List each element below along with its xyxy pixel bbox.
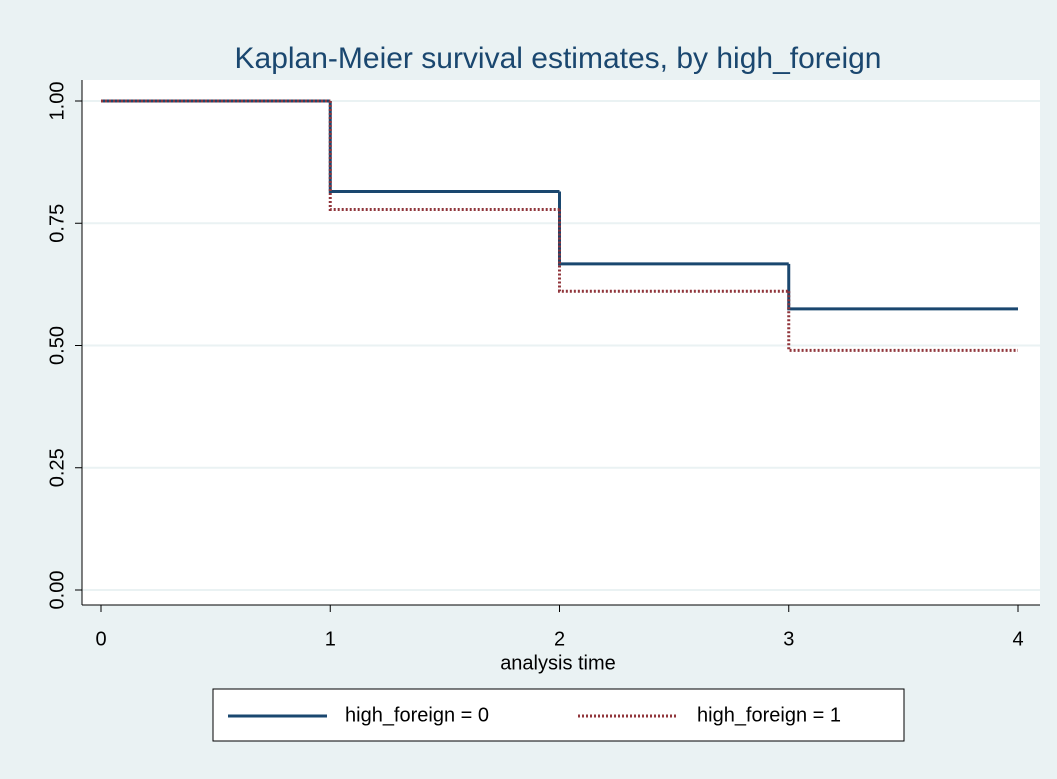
y-tick-label: 0.75 <box>46 204 68 243</box>
legend <box>212 688 905 742</box>
survival-step <box>328 101 560 212</box>
survival-step <box>787 291 1018 352</box>
survival-step <box>558 191 789 266</box>
y-tick-label: 0.25 <box>46 448 68 487</box>
x-tick-label: 1 <box>325 628 336 650</box>
legend-label: high_foreign = 0 <box>345 704 489 726</box>
x-tick-label: 3 <box>783 628 794 650</box>
y-tick-label: 0.00 <box>46 571 68 610</box>
legend-label: high_foreign = 1 <box>697 704 841 726</box>
plot-area <box>82 80 1040 605</box>
y-tick-label: 1.00 <box>46 82 68 121</box>
survival-step <box>558 209 789 293</box>
x-axis-label: analysis time <box>500 652 616 674</box>
survival-step <box>328 101 560 193</box>
chart-title: Kaplan-Meier survival estimates, by high… <box>235 42 882 75</box>
x-tick-label: 0 <box>95 628 106 650</box>
y-tick-label: 0.50 <box>46 326 68 365</box>
x-tick-label: 4 <box>1012 628 1023 650</box>
x-tick-label: 2 <box>554 628 565 650</box>
